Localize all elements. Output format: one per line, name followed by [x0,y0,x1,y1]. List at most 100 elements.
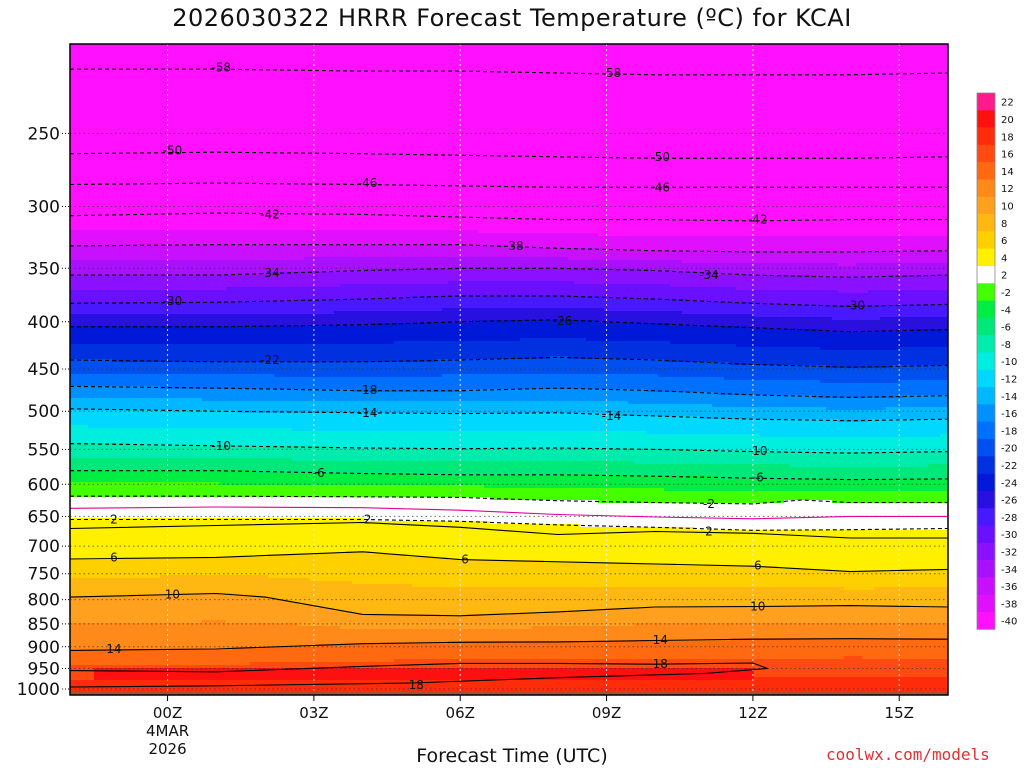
band-cell [550,488,557,501]
contour-label: 2 [110,512,118,526]
band-cell [334,449,341,462]
band-cell [274,287,281,303]
band-cell [748,638,755,660]
band-cell [922,623,929,639]
band-cell [772,236,779,252]
band-cell [868,44,875,237]
band-cell [898,347,905,366]
band-cell [148,665,155,669]
band-cell [376,554,383,585]
band-cell [742,326,749,348]
band-cell [88,374,95,387]
band-cell [598,449,605,462]
band-cell [832,572,839,588]
band-cell [886,530,893,573]
band-cell [634,464,641,477]
band-cell [112,680,119,695]
band-cell [214,362,221,375]
band-cell [100,44,107,231]
band-cell [196,497,203,519]
band-cell [94,275,101,291]
band-cell [790,365,797,381]
band-cell [358,272,365,285]
band-cell [664,311,671,324]
band-cell [100,302,107,315]
band-cell [202,275,209,291]
band-cell [376,473,383,486]
band-cell [442,449,449,462]
band-cell [946,623,948,639]
band-cell [526,338,533,360]
band-cell [808,44,815,237]
band-cell [448,359,455,375]
band-cell [892,236,899,252]
band-cell [670,272,677,288]
band-cell [70,665,77,681]
band-cell [76,680,83,695]
band-cell [790,317,797,330]
band-cell [562,356,569,375]
contour-label: -50 [650,150,670,164]
band-cell [718,377,725,396]
band-cell [190,446,197,459]
band-cell [106,260,113,276]
band-cell [334,287,341,300]
band-cell [802,44,809,237]
band-cell [634,404,641,417]
band-cell [334,662,341,669]
band-cell [610,503,617,528]
band-cell [784,569,791,588]
band-cell [274,44,281,231]
band-cell [274,272,281,288]
band-cell [136,326,143,345]
band-cell [502,641,509,660]
band-cell [364,362,371,378]
band-cell [676,260,683,273]
band-cell [286,245,293,261]
band-cell [652,392,659,405]
band-cell [280,428,287,447]
band-cell [574,524,581,564]
credit-link[interactable]: coolwx.com/models [826,745,990,764]
contour-label: -18 [358,383,378,397]
band-cell [916,530,923,570]
band-cell [400,257,407,270]
band-cell [310,446,317,462]
band-cell [598,323,605,342]
band-cell [448,401,455,414]
band-cell [424,659,431,669]
band-cell [322,554,329,582]
band-cell [856,305,863,321]
band-cell [688,566,695,588]
band-cell [358,230,365,246]
band-cell [214,245,221,261]
band-cell [622,563,629,588]
band-cell [454,476,461,486]
band-cell [232,287,239,303]
band-cell [262,260,269,276]
band-cell [484,641,491,660]
band-cell [748,380,755,396]
band-cell [370,44,377,231]
band-cell [412,269,419,285]
band-cell [502,614,509,630]
band-cell [616,299,623,312]
band-cell [430,413,437,432]
band-cell [178,446,185,459]
band-cell [610,680,617,695]
band-cell [484,560,491,588]
contour-line [70,506,948,520]
band-cell [496,296,503,309]
band-cell [772,623,779,639]
band-cell [538,248,545,258]
band-cell [310,44,317,231]
band-cell [364,497,371,522]
band-cell [310,245,317,258]
band-cell [508,281,515,297]
band-cell [154,470,161,483]
band-cell [106,470,113,483]
band-cell [826,368,833,384]
band-cell [532,461,539,477]
band-cell [376,680,383,695]
band-cell [526,629,533,642]
